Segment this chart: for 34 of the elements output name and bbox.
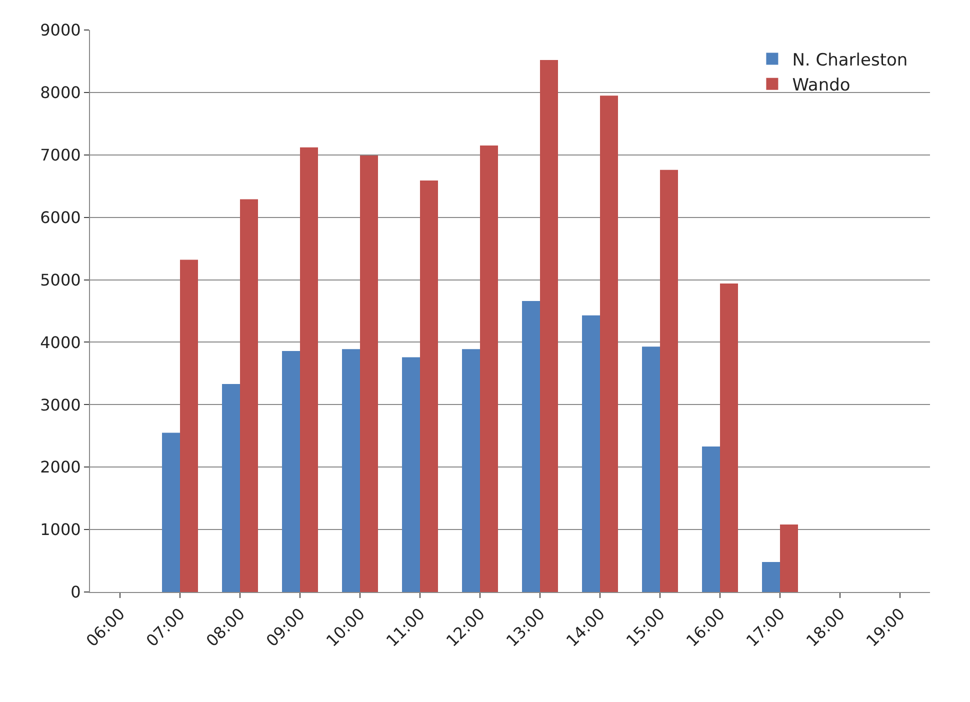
bar <box>162 432 180 592</box>
bar <box>402 357 420 592</box>
y-tick-label: 5000 <box>40 270 81 290</box>
bar <box>480 146 498 592</box>
bar <box>240 199 258 592</box>
bar <box>360 156 378 592</box>
bar <box>720 284 738 592</box>
bar <box>600 96 618 592</box>
bar <box>702 446 720 592</box>
bar <box>420 180 438 592</box>
y-tick-label: 1000 <box>40 520 81 540</box>
bar <box>282 350 300 592</box>
y-tick-label: 0 <box>70 582 81 602</box>
bar <box>522 301 540 592</box>
y-tick-label: 2000 <box>40 458 81 477</box>
bar <box>342 349 360 592</box>
bar <box>462 349 480 592</box>
bar <box>642 346 660 592</box>
bar <box>660 170 678 592</box>
y-tick-label: 4000 <box>40 332 81 352</box>
y-tick-label: 7000 <box>40 145 81 164</box>
y-tick-label: 9000 <box>40 20 81 40</box>
bar <box>222 384 240 592</box>
bar <box>180 260 198 592</box>
bar <box>540 60 558 592</box>
bar <box>762 562 780 592</box>
legend-label: Wando <box>792 76 850 96</box>
legend-label: N. Charleston <box>792 50 908 70</box>
y-tick-label: 8000 <box>40 83 81 102</box>
y-tick-label: 3000 <box>40 395 81 414</box>
bar <box>780 524 798 592</box>
y-tick-label: 6000 <box>40 208 81 227</box>
bar <box>582 315 600 592</box>
bar <box>300 147 318 592</box>
